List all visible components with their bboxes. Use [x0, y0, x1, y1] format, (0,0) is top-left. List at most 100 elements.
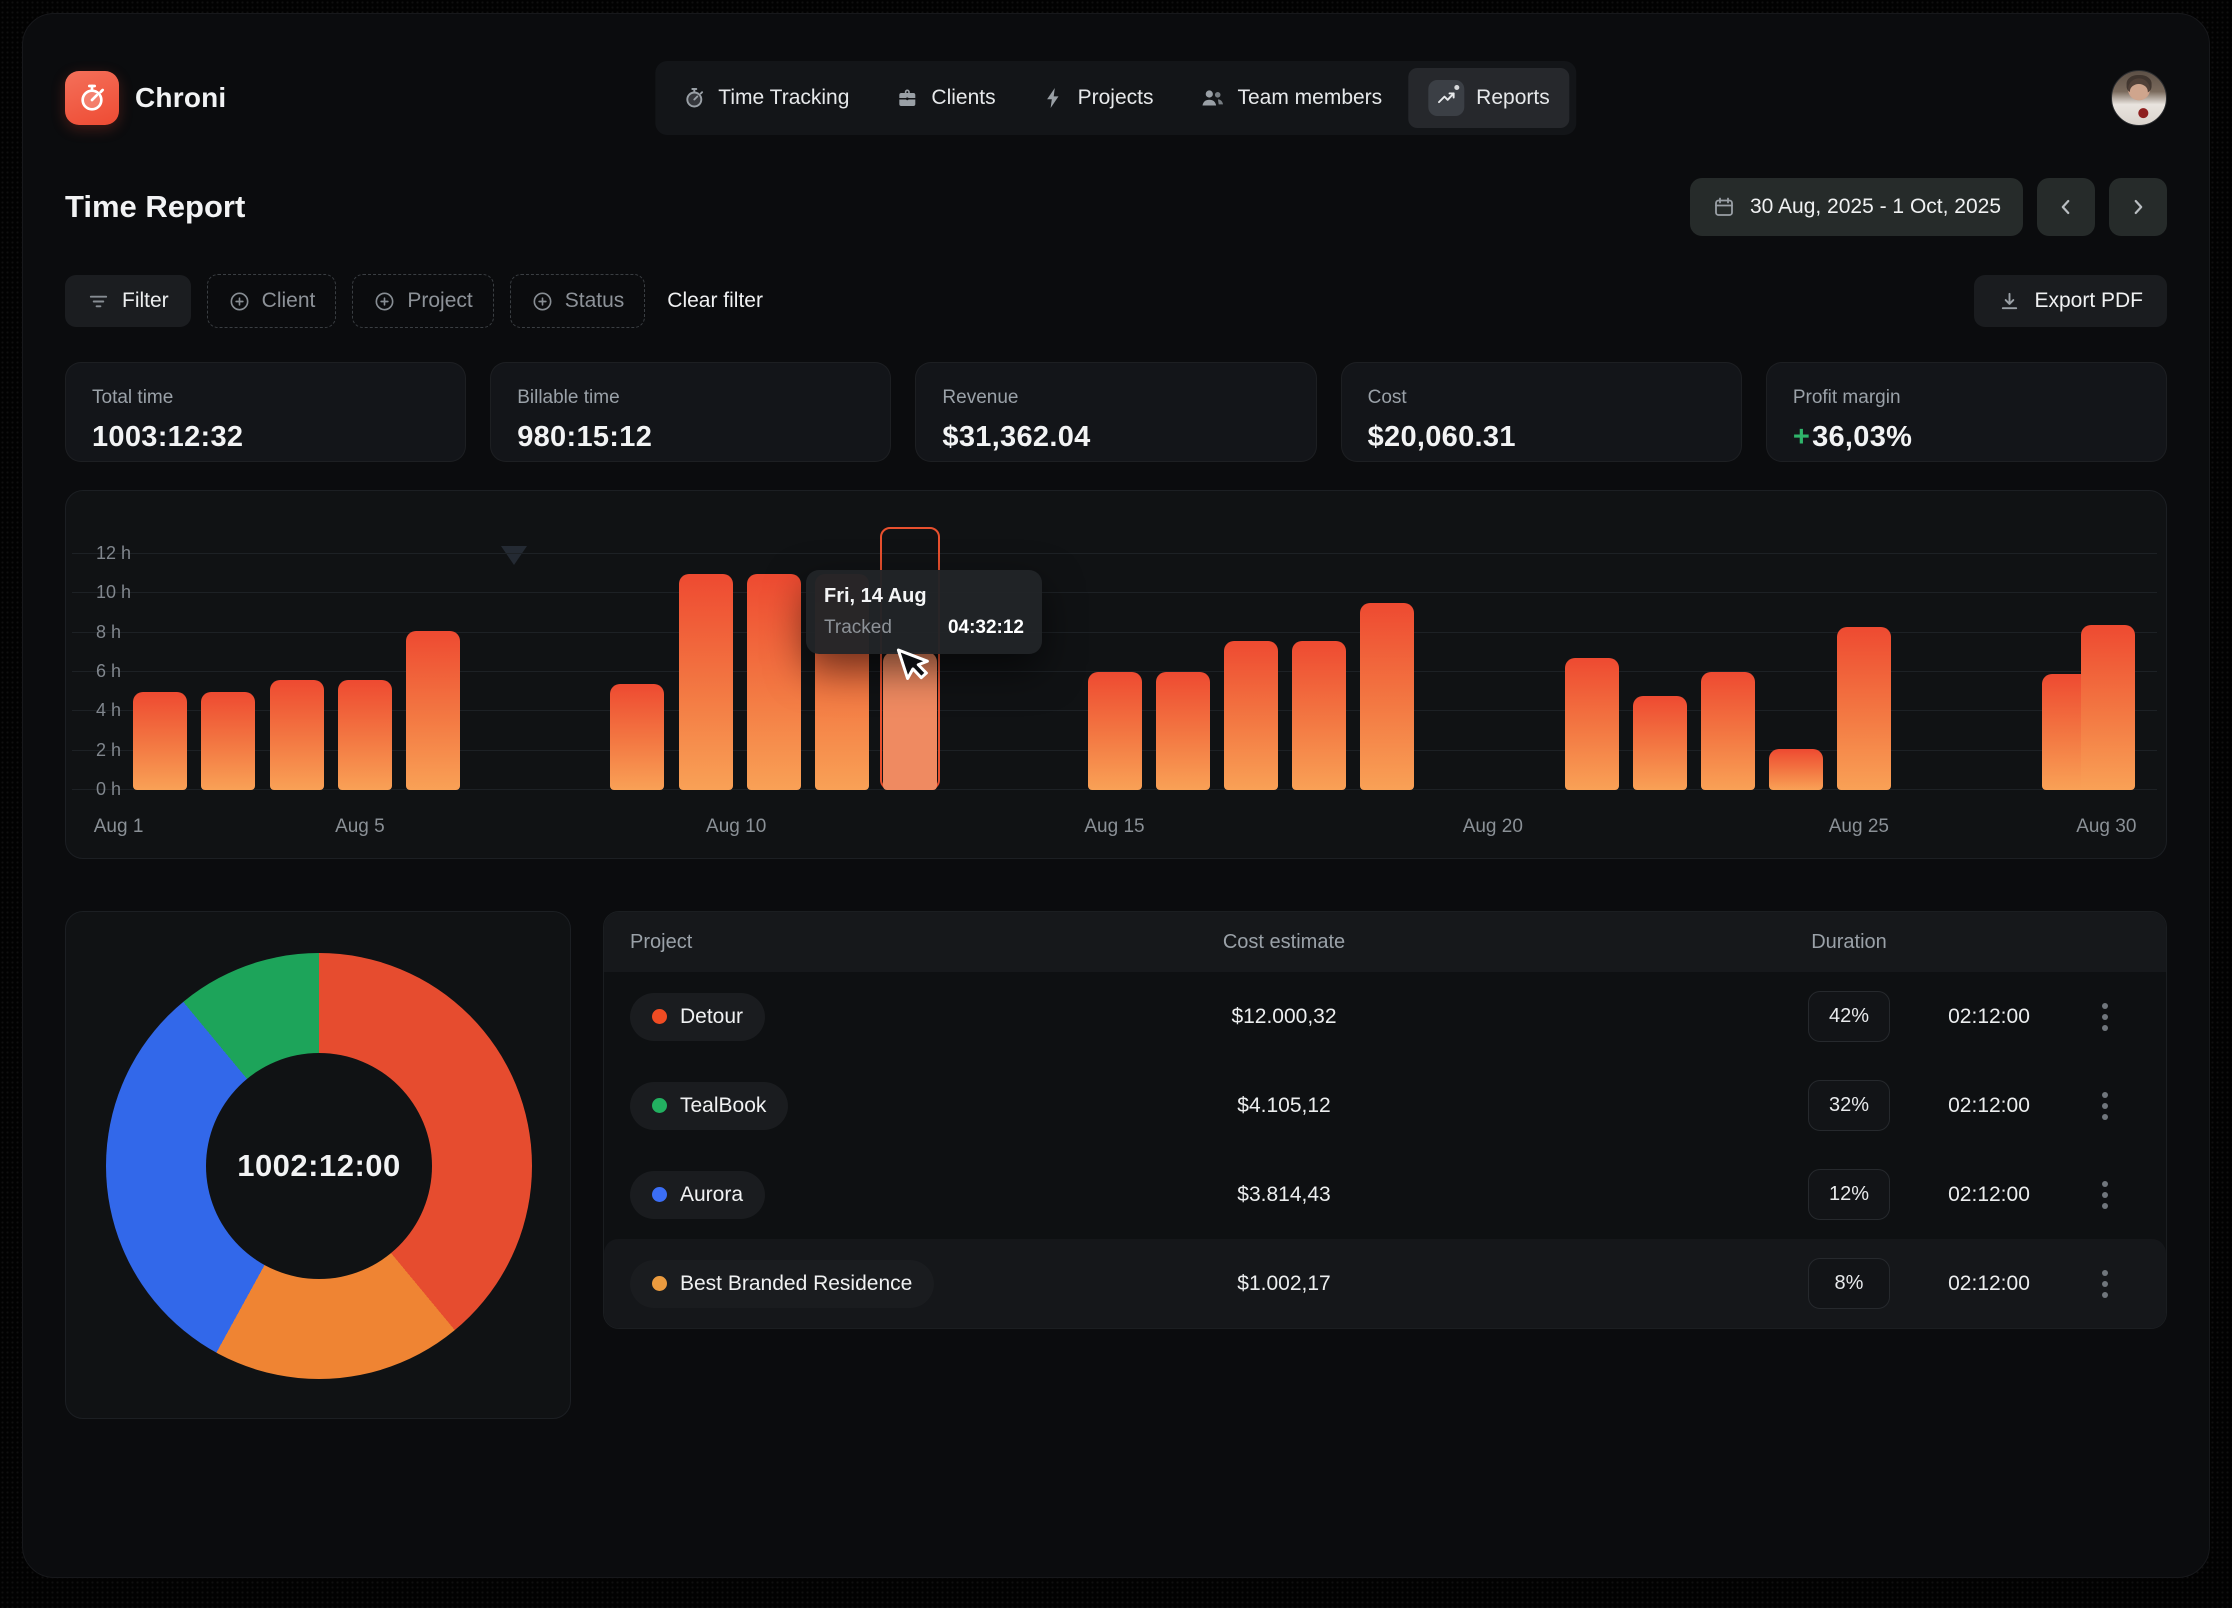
bar-day-3[interactable] — [269, 679, 324, 790]
bar-day-8[interactable] — [610, 683, 665, 790]
filter-chip-client[interactable]: Client — [206, 274, 337, 328]
stat-value-text: 980:15:12 — [517, 421, 653, 453]
calendar-icon — [1712, 195, 1736, 219]
bar-day-30[interactable] — [2081, 624, 2136, 790]
bar-day-10[interactable] — [746, 573, 801, 790]
briefcase-icon — [895, 86, 919, 110]
duration-value: 02:12:00 — [1948, 1271, 2030, 1295]
column-header-duration: Duration — [1811, 930, 1887, 953]
filter-chip-label: Project — [407, 289, 473, 312]
plus-circle-icon — [373, 290, 396, 313]
bar-day-18[interactable] — [1292, 640, 1346, 790]
donut-chart[interactable]: 1002:12:00 — [106, 953, 532, 1379]
table-row-detour[interactable]: Detour $12.000,32 42% 02:12:00 — [604, 972, 2166, 1061]
plus-circle-icon — [228, 290, 251, 313]
bar-day-1[interactable] — [133, 691, 188, 790]
bar-day-24[interactable] — [1701, 672, 1755, 790]
cost-estimate-value: $12.000,32 — [1231, 1004, 1337, 1028]
bar-day-26[interactable] — [1837, 626, 1892, 790]
duration-percent-badge: 12% — [1808, 1169, 1890, 1220]
nav-item-clients[interactable]: Clients — [875, 74, 1015, 122]
column-header-cost-estimate: Cost estimate — [1222, 930, 1346, 953]
nav-item-time-tracking[interactable]: Time Tracking — [662, 74, 869, 122]
prev-range-button[interactable] — [2037, 178, 2095, 236]
table-row-aurora[interactable]: Aurora $3.814,43 12% 02:12:00 — [604, 1150, 2166, 1239]
page-title: Time Report — [65, 189, 246, 224]
bar-chart-plot[interactable] — [72, 527, 2157, 790]
next-range-button[interactable] — [2109, 178, 2167, 236]
date-range-value: 30 Aug, 2025 - 1 Oct, 2025 — [1749, 195, 2001, 218]
stat-value: +36,03% — [1793, 421, 2140, 454]
stats-row: Total time 1003:12:32 Billable time 980:15:… — [65, 362, 2168, 462]
nav-item-label: Clients — [931, 86, 996, 109]
filter-button[interactable]: Filter — [65, 275, 191, 327]
bar-day-9[interactable] — [678, 573, 733, 790]
project-name: Aurora — [680, 1182, 744, 1206]
project-color-dot — [652, 1009, 667, 1024]
nav-item-projects[interactable]: Projects — [1022, 74, 1174, 122]
stat-value: 1003:12:32 — [92, 421, 439, 454]
tooltip-date: Fri, 14 Aug — [824, 585, 927, 607]
stat-card-revenue: Revenue $31,362.04 — [915, 362, 1317, 462]
mouse-cursor-icon — [892, 641, 938, 692]
x-tick-label: Aug 25 — [1828, 816, 1889, 837]
x-axis-labels: Aug 1 Aug 5 Aug 10 Aug 15 Aug 20 Aug 25 Aug 30 — [92, 816, 2137, 840]
tooltip-label: Tracked — [824, 617, 892, 638]
bar-day-16[interactable] — [1155, 672, 1210, 790]
download-icon — [1998, 290, 2021, 313]
user-avatar[interactable] — [2111, 70, 2167, 126]
projects-table: Project Cost estimate Duration Detour $12… — [603, 911, 2167, 1329]
date-range-picker[interactable]: 30 Aug, 2025 - 1 Oct, 2025 — [1689, 178, 2023, 236]
x-tick-label: Aug 20 — [1462, 816, 1523, 837]
row-menu-button[interactable] — [2096, 997, 2114, 1037]
x-tick-label: Aug 30 — [2076, 816, 2137, 837]
main-nav: Time Tracking Clients Projects Team members… — [655, 61, 1577, 135]
filter-chip-label: Status — [564, 289, 625, 312]
bar-day-22[interactable] — [1564, 658, 1619, 790]
bar-day-25[interactable] — [1769, 748, 1824, 790]
nav-item-reports[interactable]: Reports — [1408, 68, 1570, 128]
table-row-best-branded-residence[interactable]: Best Branded Residence $1.002,17 8% 02:12:0… — [604, 1239, 2166, 1328]
filter-chip-status[interactable]: Status — [509, 274, 646, 328]
project-share-donut-card: 1002:12:00 — [65, 911, 571, 1419]
export-pdf-button[interactable]: Export PDF — [1974, 275, 2167, 327]
stat-label: Billable time — [517, 387, 620, 408]
duration-value: 02:12:00 — [1948, 1182, 2030, 1206]
x-tick-label: Aug 5 — [335, 816, 385, 837]
plus-circle-icon — [531, 290, 554, 313]
nav-item-label: Time Tracking — [718, 86, 850, 109]
nav-item-team-members[interactable]: Team members — [1179, 74, 1402, 122]
bar-day-23[interactable] — [1632, 695, 1687, 790]
bar-day-15[interactable] — [1087, 672, 1142, 790]
stopwatch-icon — [682, 86, 706, 110]
trend-icon — [1428, 80, 1465, 116]
bar-day-19[interactable] — [1360, 603, 1415, 790]
row-menu-button[interactable] — [2096, 1264, 2114, 1304]
y-tick-label: 10 h — [96, 582, 132, 603]
stat-card-cost: Cost $20,060.31 — [1340, 362, 1742, 462]
clear-filter-button[interactable]: Clear filter — [667, 289, 763, 312]
bar-day-17[interactable] — [1223, 640, 1278, 790]
stat-value-text: $31,362.04 — [942, 421, 1091, 453]
duration-value: 02:12:00 — [1948, 1004, 2030, 1028]
row-menu-button[interactable] — [2096, 1086, 2114, 1126]
table-row-tealbook[interactable]: TealBook $4.105,12 32% 02:12:00 — [604, 1061, 2166, 1150]
stopwatch-logo-icon — [76, 82, 108, 114]
filter-chip-project[interactable]: Project — [352, 274, 494, 328]
chevron-right-icon — [2127, 196, 2149, 218]
filter-lines-icon — [87, 290, 110, 313]
bar-day-4[interactable] — [337, 679, 392, 790]
users-icon — [1199, 86, 1225, 110]
chart-tooltip: Fri, 14 Aug Tracked 04:32:12 — [806, 570, 1042, 654]
donut-total-time: 1002:12:00 — [237, 1148, 401, 1183]
app-logo — [65, 71, 119, 125]
project-pill: Best Branded Residence — [630, 1259, 935, 1308]
bar-day-5[interactable] — [405, 630, 460, 790]
project-color-dot — [652, 1276, 667, 1291]
y-tick-label: 6 h — [96, 661, 122, 681]
y-tick-label: 2 h — [96, 739, 122, 760]
bar-day-2[interactable] — [201, 691, 256, 790]
row-menu-button[interactable] — [2096, 1175, 2114, 1215]
stat-label: Profit margin — [1792, 387, 1901, 408]
filter-button-label: Filter — [122, 289, 169, 312]
